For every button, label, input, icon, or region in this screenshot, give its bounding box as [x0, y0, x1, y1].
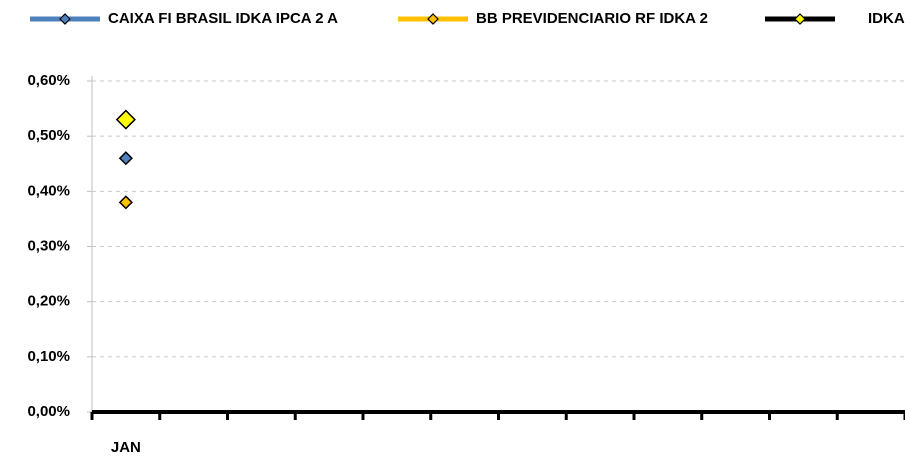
y-tick-label: 0,10% [27, 348, 70, 365]
marker [118, 151, 133, 166]
x-tick-label: JAN [111, 439, 141, 456]
y-tick-label: 0,40% [27, 182, 70, 199]
legend-marker [794, 13, 806, 25]
legend-marker [59, 13, 71, 25]
legend-label: CAIXA FI BRASIL IDKA IPCA 2 A [108, 10, 338, 27]
y-tick-label: 0,20% [27, 293, 70, 310]
legend-marker [427, 13, 439, 25]
y-tick-label: 0,60% [27, 72, 70, 89]
marker [118, 195, 133, 210]
legend-label: IDKA 2 [868, 10, 905, 27]
y-tick-label: 0,30% [27, 237, 70, 254]
marker [115, 109, 136, 130]
y-tick-label: 0,50% [27, 127, 70, 144]
legend-label: BB PREVIDENCIARIO RF IDKA 2 [476, 10, 708, 27]
y-tick-label: 0,00% [27, 403, 70, 420]
